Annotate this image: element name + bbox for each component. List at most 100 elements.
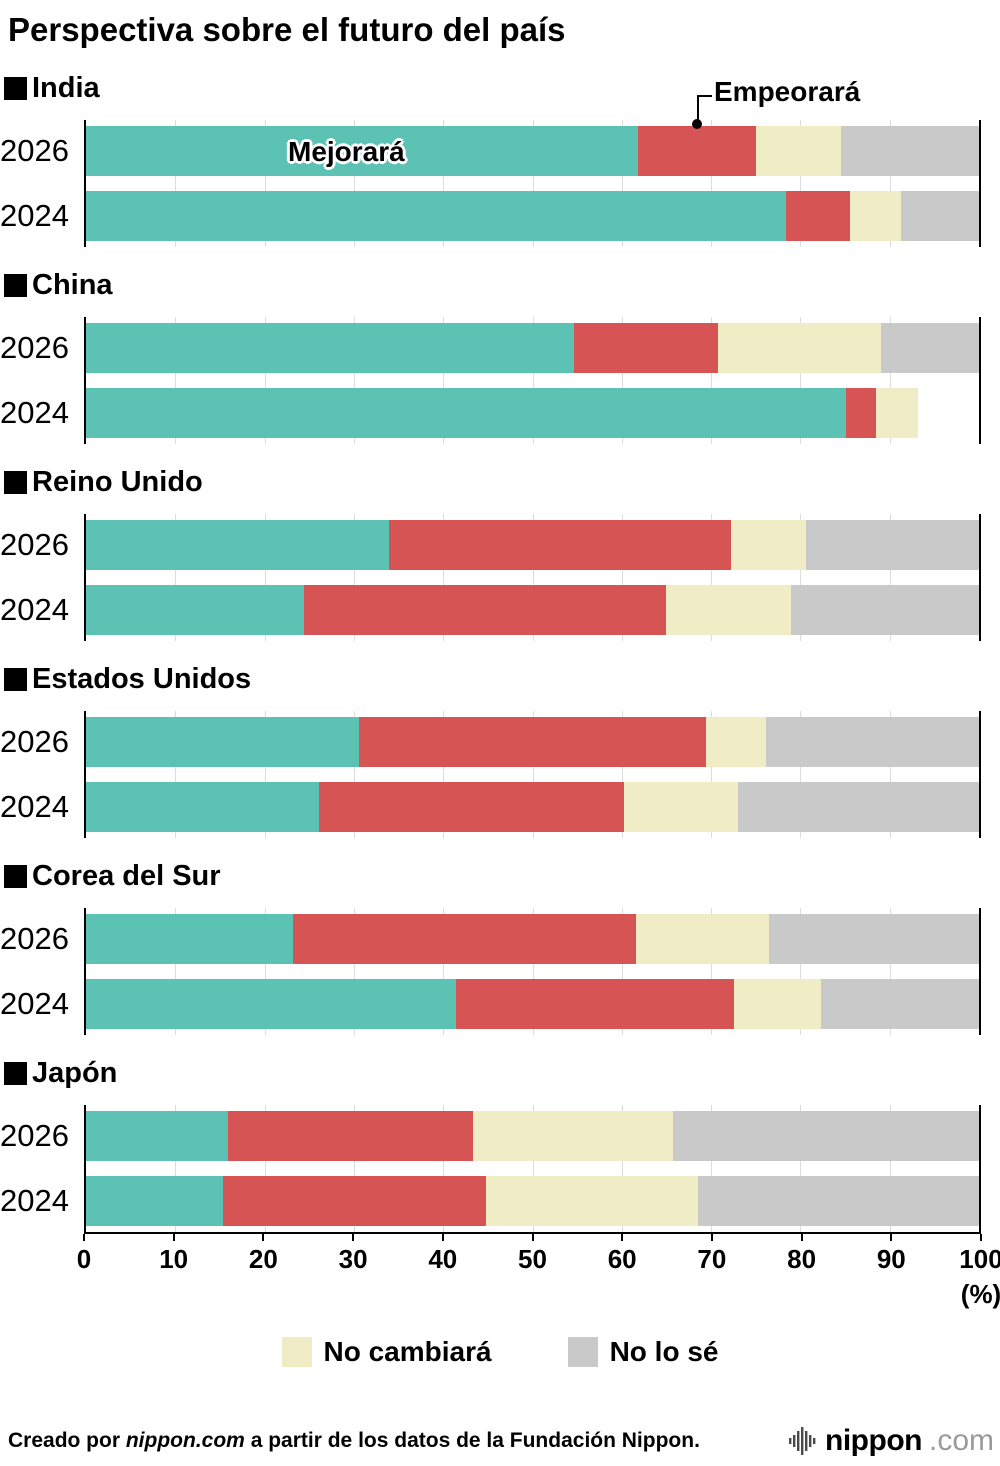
axis-tick-label: 70 bbox=[697, 1244, 727, 1274]
axis-tick bbox=[710, 1234, 713, 1241]
stacked-bar-2024: 2024 bbox=[0, 1176, 979, 1226]
legend-swatch bbox=[567, 1337, 598, 1367]
segment-mejorara bbox=[86, 126, 638, 176]
gridline bbox=[711, 120, 713, 247]
x-axis: (%) 0 10 20 30 40 50 60 70 80 90 100 bbox=[77, 1232, 1000, 1312]
legend-label: No lo sé bbox=[609, 1336, 719, 1367]
year-label: 2026 bbox=[0, 1118, 69, 1153]
segment-mejorara bbox=[86, 191, 787, 241]
nippon-logo: nippon .com bbox=[788, 1424, 994, 1458]
segment-empeorara bbox=[222, 1176, 487, 1226]
gridline bbox=[443, 514, 445, 641]
section-title: India bbox=[32, 72, 100, 104]
gridline bbox=[711, 711, 713, 838]
axis-tick-label: 20 bbox=[248, 1244, 278, 1274]
plot-area: 2026 2024 bbox=[0, 120, 981, 247]
segment-empeorara bbox=[293, 914, 637, 964]
gridline bbox=[621, 514, 623, 641]
section-marker bbox=[4, 470, 27, 494]
improve-annotation: Mejorará bbox=[288, 136, 405, 167]
country-section: Japón 2026 2024 bbox=[0, 1055, 1000, 1232]
year-label: 2024 bbox=[0, 198, 69, 233]
section-header: Reino Unido bbox=[4, 464, 1000, 500]
axis-tick-label: 10 bbox=[159, 1244, 189, 1274]
gridline bbox=[264, 120, 266, 247]
gridline bbox=[711, 908, 713, 1035]
gridline bbox=[175, 514, 177, 641]
axis-tick bbox=[83, 1234, 85, 1241]
segment-no-cambiara bbox=[755, 126, 841, 176]
stacked-bar-2024: 2024 bbox=[0, 191, 979, 241]
stacked-bar-2026: 2026 bbox=[0, 520, 979, 570]
footer: Creado por nippon.com a partir de los da… bbox=[8, 1424, 994, 1458]
legend: No cambiará No lo sé bbox=[0, 1336, 1000, 1368]
gridline bbox=[175, 711, 177, 838]
segment-no-lo-se bbox=[769, 914, 979, 964]
segment-mejorara bbox=[86, 1176, 223, 1226]
plot-area: 2026 2024 bbox=[0, 317, 981, 444]
gridline bbox=[621, 908, 623, 1035]
axis-tick bbox=[172, 1234, 175, 1241]
section-header: China bbox=[4, 267, 1000, 303]
section-header: India bbox=[4, 70, 1000, 106]
section-header: Estados Unidos bbox=[4, 661, 1000, 697]
plot-area: 2026 2024 bbox=[0, 711, 981, 838]
segment-no-cambiara bbox=[718, 323, 881, 373]
gridline bbox=[443, 1105, 445, 1232]
segment-no-cambiara bbox=[636, 914, 770, 964]
segment-no-cambiara bbox=[850, 191, 902, 241]
section-title: Japón bbox=[32, 1057, 118, 1089]
axis-tick-label: 80 bbox=[787, 1244, 817, 1274]
stacked-bar-2026: 2026 bbox=[0, 914, 979, 964]
year-label: 2024 bbox=[0, 395, 69, 430]
annotation-connector bbox=[697, 95, 712, 123]
year-label: 2024 bbox=[0, 986, 69, 1021]
segment-no-cambiara bbox=[876, 388, 919, 438]
country-section: India 2026 2024 bbox=[0, 70, 1000, 247]
gridline bbox=[800, 908, 802, 1035]
axis-tick bbox=[531, 1234, 534, 1241]
axis-tick-label: 100 bbox=[959, 1244, 1000, 1274]
section-header: Corea del Sur bbox=[4, 858, 1000, 894]
gridline bbox=[621, 1105, 623, 1232]
country-section: China 2026 2024 bbox=[0, 267, 1000, 444]
section-title: Corea del Sur bbox=[32, 860, 221, 892]
gridline bbox=[621, 317, 623, 444]
gridline bbox=[264, 1105, 266, 1232]
section-marker bbox=[4, 864, 27, 888]
gridline bbox=[353, 711, 355, 838]
segment-mejorara bbox=[86, 914, 294, 964]
stacked-bar-2026: 2026 bbox=[0, 323, 979, 373]
credit-prefix: Creado por bbox=[8, 1429, 126, 1452]
axis-tick-label: 40 bbox=[428, 1244, 458, 1274]
gridline bbox=[800, 1105, 802, 1232]
segment-mejorara bbox=[86, 520, 389, 570]
segment-mejorara bbox=[86, 388, 846, 438]
axis-tick bbox=[800, 1234, 803, 1241]
gridline bbox=[711, 317, 713, 444]
gridline bbox=[889, 514, 891, 641]
year-label: 2026 bbox=[0, 330, 69, 365]
gridline bbox=[532, 908, 534, 1035]
gridline bbox=[889, 908, 891, 1035]
stacked-bar-2026: 2026 bbox=[0, 126, 979, 176]
chart-blocks: India 2026 2024 China 2026 2024 Reino Unid… bbox=[0, 70, 1000, 1232]
gridline bbox=[353, 120, 355, 247]
segment-no-lo-se bbox=[672, 1111, 979, 1161]
gridline bbox=[800, 317, 802, 444]
year-label: 2024 bbox=[0, 592, 69, 627]
year-label: 2026 bbox=[0, 921, 69, 956]
gridline bbox=[264, 514, 266, 641]
segment-no-cambiara bbox=[666, 585, 792, 635]
gridline bbox=[800, 711, 802, 838]
gridline bbox=[353, 514, 355, 641]
segment-empeorara bbox=[359, 717, 706, 767]
segment-empeorara bbox=[319, 782, 624, 832]
gridline bbox=[711, 514, 713, 641]
axis-tick bbox=[262, 1234, 265, 1241]
segment-no-lo-se bbox=[765, 717, 979, 767]
segment-no-cambiara bbox=[472, 1111, 673, 1161]
credit-suffix: a partir de los datos de la Fundación Ni… bbox=[244, 1429, 700, 1452]
segment-no-cambiara bbox=[705, 717, 766, 767]
segment-mejorara bbox=[86, 585, 304, 635]
